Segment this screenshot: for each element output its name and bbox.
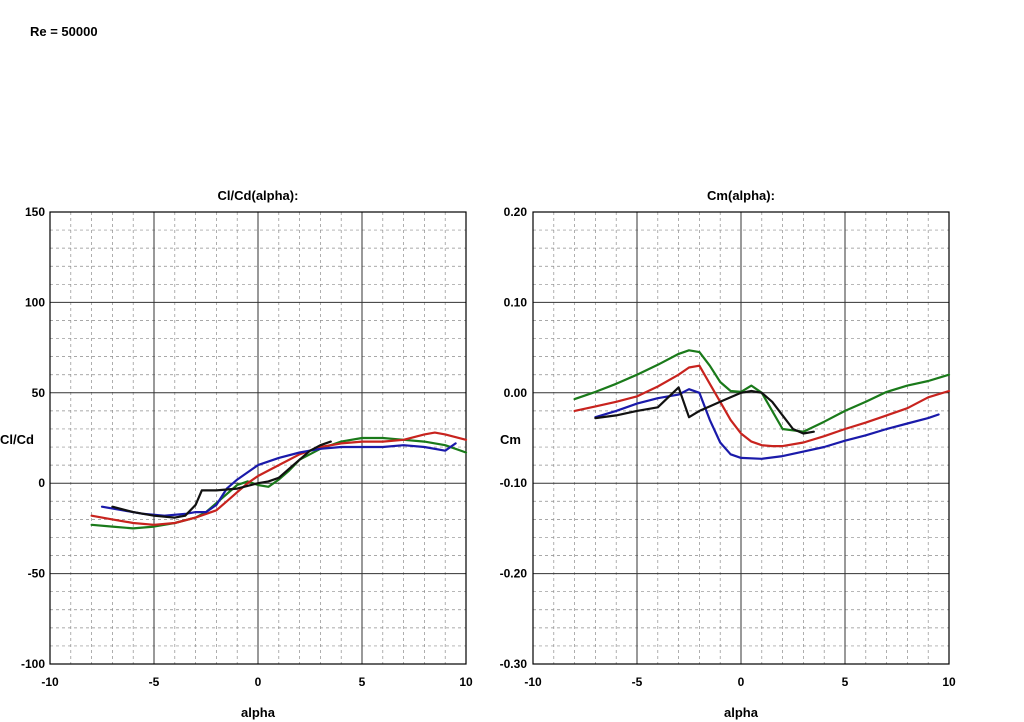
cm-series-blue: [594, 388, 940, 460]
clcd-x-tick-label: 10: [459, 675, 473, 689]
cm-series-green: [573, 349, 951, 433]
clcd-y-axis-label: Cl/Cd: [0, 432, 34, 447]
clcd-x-tick-label: 0: [255, 675, 262, 689]
cm-y-tick-label: 0.10: [504, 295, 528, 309]
clcd-x-tick-label: -10: [41, 675, 59, 689]
cm-y-tick-label: 0.00: [504, 386, 528, 400]
page-title: Re = 50000: [30, 24, 98, 39]
cm-x-tick-label: 10: [942, 675, 956, 689]
cm-plot-frame: [532, 211, 950, 665]
clcd-plot-frame: [49, 211, 467, 665]
cm-series-red: [573, 364, 951, 448]
clcd-chart-title: Cl/Cd(alpha):: [218, 188, 299, 203]
cm-x-tick-label: 5: [842, 675, 849, 689]
cm-y-tick-label: 0.20: [504, 205, 528, 219]
clcd-series-red: [90, 431, 468, 526]
cm-x-axis-label: alpha: [724, 705, 759, 720]
clcd-x-tick-label: -5: [149, 675, 160, 689]
clcd-y-tick-label: -100: [21, 657, 45, 671]
clcd-y-tick-label: 100: [25, 295, 45, 309]
clcd-x-tick-label: 5: [359, 675, 366, 689]
clcd-y-tick-label: -50: [28, 567, 46, 581]
cm-y-axis-label: Cm: [500, 432, 521, 447]
cm-x-tick-label: -10: [524, 675, 542, 689]
cm-y-tick-label: -0.10: [500, 476, 528, 490]
cm-series-black: [594, 386, 815, 435]
cm-x-tick-label: 0: [738, 675, 745, 689]
cm-chart-title: Cm(alpha):: [707, 188, 775, 203]
clcd-y-tick-label: 150: [25, 205, 45, 219]
clcd-series-black: [111, 440, 332, 519]
clcd-y-tick-label: 50: [32, 386, 46, 400]
clcd-x-axis-label: alpha: [241, 705, 276, 720]
clcd-series-blue: [100, 442, 457, 517]
clcd-y-tick-label: 0: [38, 476, 45, 490]
cm-y-tick-label: -0.20: [500, 567, 528, 581]
cm-x-tick-label: -5: [632, 675, 643, 689]
cm-y-tick-label: -0.30: [500, 657, 528, 671]
